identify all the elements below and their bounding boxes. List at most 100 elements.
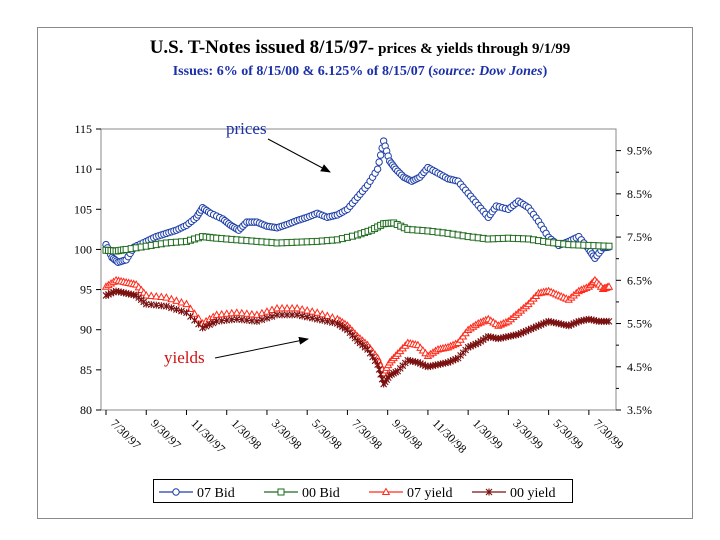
legend-label-07-yield: 07 yield [407,486,453,501]
subtitle-issues: Issues: 6% of 8/15/00 & 6.125% of 8/15/0… [172,64,433,79]
data-point-07-yield [298,304,307,313]
data-point-00-yield [605,317,613,325]
x-tick-label: 1/30/98 [229,416,265,452]
data-point-00-yield [206,321,214,329]
series-00-yield [102,287,613,388]
x-tick-label: 7/30/98 [349,416,385,452]
axes: 80 85 90 95 100 105 110 115 3.5% 4.5% 5.5% 6.5% 7.5%… [74,122,652,456]
x-tick-label: 5/30/99 [551,416,587,452]
legend-marker-07-yield [381,487,391,495]
data-point-00-yield [313,315,321,323]
left-tick-label: 80 [80,403,92,417]
x-tick-label: 1/30/99 [470,416,506,452]
data-point-00-yield [308,314,316,322]
data-point-07-bid [373,165,382,173]
data-point-07-yield [242,309,251,317]
plot-border [100,128,617,411]
data-point-07-yield [152,291,161,300]
right-tick-label: 9.5% [627,144,652,158]
data-point-07-yield [282,303,292,312]
data-point-00-yield [268,313,276,321]
legend-entry-00-bid: 00 Bid [264,486,340,501]
left-tick-label: 95 [80,283,92,297]
legend-label-00-bid: 00 Bid [302,486,340,501]
left-tick-label: 105 [74,202,92,216]
data-point-07-yield [147,291,156,299]
data-point-00-yield [303,313,311,321]
data-point-07-yield [182,299,191,308]
data-point-07-yield [247,309,257,318]
prices-arrow [267,138,331,173]
data-point-07-yield [172,296,181,304]
right-tick-label: 6.5% [627,273,652,287]
yields-arrow [214,336,309,359]
chart-subtitle: Issues: 6% of 8/15/00 & 6.125% of 8/15/0… [0,64,720,80]
data-point-00-yield [278,311,286,319]
left-tick-label: 115 [74,122,92,136]
legend-marker-07-bid [172,488,180,496]
data-point-07-yield [604,282,614,290]
x-tick-label: 5/30/98 [309,416,345,452]
data-point-07-yield [177,297,186,306]
data-point-00-bid [605,242,613,250]
x-tick-label: 3/30/99 [510,416,546,452]
subtitle-suffix: ) [542,64,548,79]
right-tick-label: 8.5% [627,187,652,201]
data-point-00-yield [288,311,296,319]
plot-area [100,128,617,411]
data-point-07-yield [308,307,317,315]
yields-label: yields [164,348,205,367]
chart-frame [37,27,693,519]
legend: 07 Bid 00 Bid 07 yield 00 yield [153,479,573,503]
left-tick-label: 85 [80,363,92,377]
legend-marker-00-yield [485,488,493,496]
data-point-07-yield [272,303,282,312]
data-point-00-yield [178,307,185,315]
data-point-00-yield [258,316,266,324]
right-tick-label: 5.5% [627,317,652,331]
data-point-00-yield [283,311,291,319]
x-tick-label: 7/30/97 [108,416,144,452]
data-point-07-yield [237,308,246,317]
left-tick-label: 90 [80,323,92,337]
annotations: prices yields [164,119,331,367]
x-tick-label: 11/30/98 [430,416,470,456]
data-point-07-yield [313,308,322,316]
chart-title-sub: prices & yields through 9/1/99 [378,41,571,57]
legend-marker-00-bid [277,488,285,496]
data-point-00-yield [328,318,336,326]
data-point-07-yield [212,310,221,318]
x-tick-label: 11/30/97 [188,416,228,456]
legend-entry-00-yield: 00 yield [472,486,556,501]
series-00-bid [102,219,613,255]
data-point-07-bid [375,158,383,166]
data-point-07-yield [287,303,297,312]
data-point-00-yield [162,302,170,310]
data-point-00-yield [273,311,281,319]
data-point-07-yield [292,303,302,312]
data-point-00-yield [167,304,175,312]
data-point-00-yield [298,312,306,320]
x-tick-label: 3/30/98 [269,416,305,452]
legend-label-07-bid: 07 Bid [197,486,235,501]
x-tick-label: 7/30/99 [591,416,627,452]
left-tick-label: 100 [74,242,92,256]
series-layer [101,137,614,388]
data-point-00-yield [199,324,206,332]
data-point-00-yield [323,317,331,325]
legend-entry-07-yield: 07 yield [369,486,453,501]
right-tick-label: 7.5% [627,230,652,244]
data-point-07-yield [162,293,171,301]
x-tick-label: 9/30/98 [390,416,426,452]
prices-label: prices [226,119,267,138]
data-point-07-yield [142,290,151,299]
data-point-07-yield [277,303,287,312]
chart-title: U.S. T-Notes issued 8/15/97- prices & yi… [0,37,720,59]
left-tick-label: 110 [74,162,92,176]
data-point-07-bid [376,151,385,159]
data-point-00-yield [173,305,180,313]
data-point-00-yield [202,322,210,330]
data-point-07-yield [167,294,176,303]
subtitle-source: source: Dow Jones [432,64,543,79]
